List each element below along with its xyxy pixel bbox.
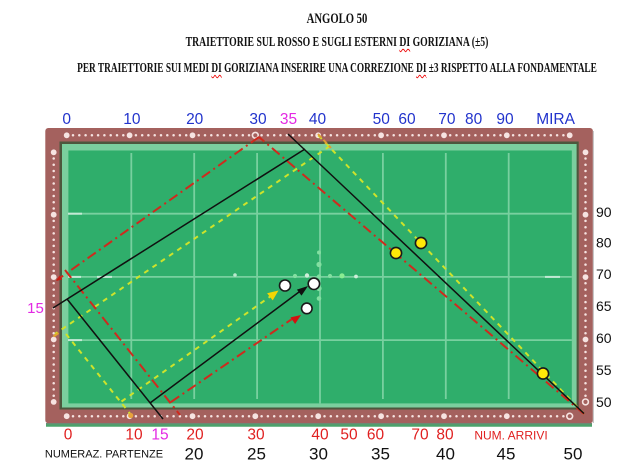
svg-text:40: 40 bbox=[436, 445, 455, 464]
svg-text:55: 55 bbox=[596, 362, 612, 378]
svg-text:70: 70 bbox=[438, 111, 456, 128]
svg-text:15: 15 bbox=[151, 427, 168, 444]
svg-text:50: 50 bbox=[373, 111, 391, 128]
svg-text:MIRA: MIRA bbox=[536, 111, 575, 128]
svg-text:20: 20 bbox=[186, 111, 204, 128]
svg-text:20: 20 bbox=[185, 445, 204, 464]
svg-text:65: 65 bbox=[596, 298, 612, 314]
svg-text:10: 10 bbox=[123, 111, 141, 128]
svg-text:0: 0 bbox=[64, 427, 73, 444]
svg-text:30: 30 bbox=[249, 111, 267, 128]
svg-text:40: 40 bbox=[309, 111, 327, 128]
svg-text:25: 25 bbox=[247, 445, 266, 464]
svg-text:30: 30 bbox=[247, 427, 265, 444]
svg-text:70: 70 bbox=[596, 266, 612, 282]
svg-text:NUMERAZ. PARTENZE: NUMERAZ. PARTENZE bbox=[45, 449, 163, 461]
svg-text:35: 35 bbox=[371, 445, 390, 464]
svg-text:80: 80 bbox=[465, 111, 483, 128]
svg-text:20: 20 bbox=[186, 427, 204, 444]
svg-text:60: 60 bbox=[398, 111, 416, 128]
svg-text:70: 70 bbox=[411, 427, 429, 444]
svg-text:50: 50 bbox=[564, 445, 583, 464]
svg-text:45: 45 bbox=[497, 445, 516, 464]
svg-text:60: 60 bbox=[596, 330, 612, 346]
svg-text:90: 90 bbox=[596, 204, 612, 220]
svg-text:90: 90 bbox=[496, 111, 514, 128]
svg-text:80: 80 bbox=[436, 427, 454, 444]
svg-text:10: 10 bbox=[125, 427, 143, 444]
svg-text:35: 35 bbox=[280, 111, 297, 128]
svg-text:NUM. ARRIVI: NUM. ARRIVI bbox=[474, 429, 547, 443]
svg-text:40: 40 bbox=[311, 427, 329, 444]
svg-text:60: 60 bbox=[367, 427, 385, 444]
svg-text:50: 50 bbox=[596, 394, 612, 410]
svg-text:0: 0 bbox=[62, 111, 71, 128]
svg-text:80: 80 bbox=[596, 235, 612, 251]
svg-text:50: 50 bbox=[340, 427, 358, 444]
svg-text:15: 15 bbox=[27, 300, 44, 317]
svg-text:30: 30 bbox=[309, 445, 328, 464]
